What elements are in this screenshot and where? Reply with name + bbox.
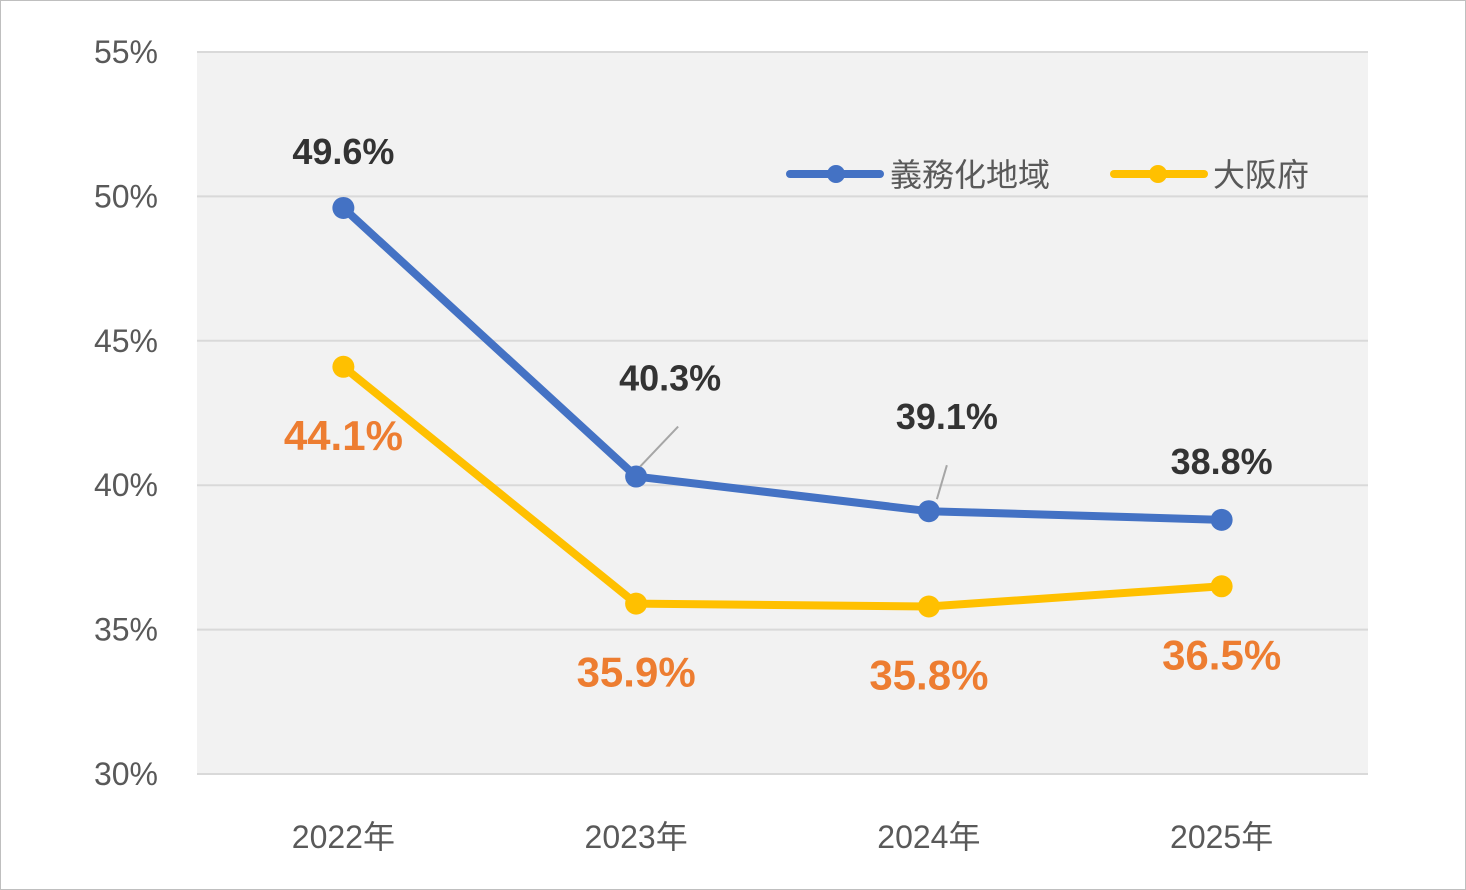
gridlines (197, 51, 1368, 775)
y-tick-label: 50% (94, 178, 158, 214)
y-tick-label: 35% (94, 612, 158, 648)
data-point-series-2 (1210, 575, 1233, 598)
x-tick-label: 2025年 (1170, 819, 1273, 855)
data-label-series-2: 36.5% (1162, 631, 1281, 678)
data-point-series-1 (1210, 508, 1233, 531)
data-point-series-1 (625, 465, 648, 488)
label-leader-line (935, 464, 948, 500)
legend: 義務化地域 大阪府 (786, 156, 1309, 194)
data-label-series-2: 35.8% (869, 651, 988, 698)
y-axis: 30% 35% 40% 45% 50% 55% (94, 34, 158, 792)
series-line-2 (339, 362, 1226, 611)
y-tick-label: 45% (94, 323, 158, 359)
x-tick-label: 2022年 (292, 819, 395, 855)
x-tick-label: 2023年 (585, 819, 688, 855)
legend-marker-series-2 (1149, 165, 1167, 183)
data-point-series-1 (917, 500, 940, 523)
y-tick-label: 30% (94, 756, 158, 792)
y-tick-label: 40% (94, 467, 158, 503)
legend-label-series-2: 大阪府 (1213, 156, 1309, 194)
data-label-series-1: 49.6% (292, 131, 394, 172)
data-label-series-2: 44.1% (284, 412, 403, 459)
data-point-series-2 (332, 355, 355, 378)
data-labels: 49.6% 40.3% 39.1% 38.8% 44.1% 35.9% 35.8% 36.5% (284, 131, 1281, 699)
series-layer (332, 196, 1233, 618)
x-tick-label: 2024年 (877, 819, 980, 855)
data-label-series-1: 39.1% (896, 396, 998, 437)
legend-label-series-1: 義務化地域 (890, 156, 1050, 194)
data-point-series-2 (625, 592, 648, 615)
series-line-1 (339, 203, 1226, 524)
y-tick-label: 55% (94, 34, 158, 70)
legend-marker-series-1 (827, 165, 845, 183)
data-label-series-2: 35.9% (577, 649, 696, 696)
x-axis: 2022年 2023年 2024年 2025年 (292, 819, 1273, 855)
label-leader-line (639, 425, 679, 468)
data-label-series-1: 40.3% (619, 358, 721, 399)
data-point-series-2 (917, 595, 940, 618)
data-point-series-1 (332, 196, 355, 219)
data-label-series-1: 38.8% (1171, 441, 1273, 482)
